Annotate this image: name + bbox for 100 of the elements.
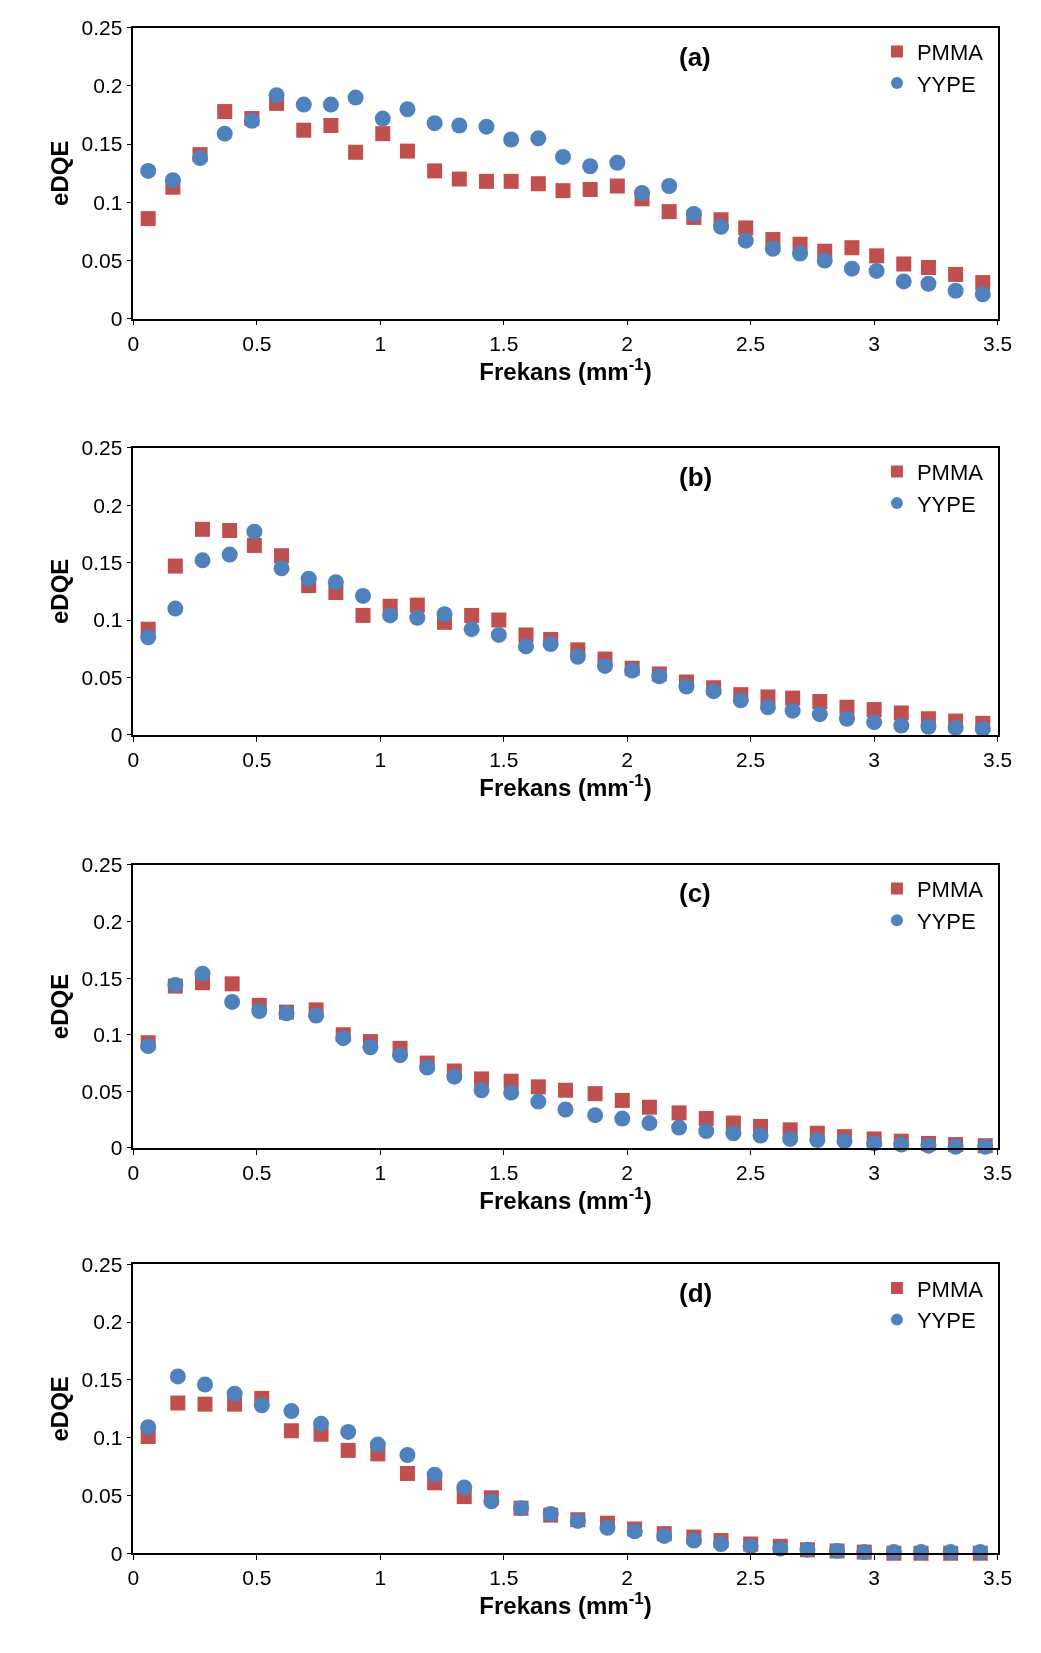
x-tick-label: 0 (127, 747, 140, 771)
point (609, 154, 626, 171)
legend-label: YYPE (916, 908, 976, 934)
point (382, 607, 399, 624)
point (369, 1436, 386, 1453)
point (463, 621, 480, 638)
annotation: (c) (679, 878, 711, 908)
point (661, 204, 677, 220)
point (196, 1376, 213, 1393)
point (451, 171, 467, 187)
y-tick-label: 0.15 (81, 966, 123, 990)
point (782, 1130, 799, 1147)
x-tick-label: 0 (127, 331, 140, 355)
point (323, 118, 339, 134)
y-tick-label: 0.15 (81, 132, 123, 156)
point (446, 1068, 463, 1085)
x-tick-label: 2.5 (736, 331, 766, 355)
point (464, 607, 480, 623)
point (555, 183, 571, 199)
point (340, 1442, 356, 1458)
x-tick-label: 2.5 (736, 747, 766, 771)
point (948, 266, 964, 282)
point (170, 1395, 186, 1411)
point (283, 1423, 299, 1439)
x-tick-label: 1.5 (489, 1160, 519, 1184)
point (893, 705, 909, 721)
y-tick-label: 0 (110, 1541, 123, 1565)
point (490, 626, 507, 643)
point (503, 1084, 520, 1101)
point (844, 240, 860, 256)
y-tick-label: 0.05 (81, 248, 123, 272)
point (140, 629, 157, 646)
y-axis-title: eDQE (46, 140, 74, 206)
point (705, 683, 722, 700)
point (426, 115, 443, 132)
y-tick-label: 0.2 (93, 74, 123, 98)
point (409, 609, 426, 626)
legend-label: YYPE (916, 1308, 976, 1334)
point (599, 1519, 616, 1536)
x-axis-title: Frekans (mm$^{-1}$) (479, 770, 652, 801)
point (392, 1047, 409, 1064)
y-axis-title: eDQE (46, 973, 74, 1040)
point (555, 148, 572, 165)
point (503, 173, 519, 189)
point (838, 710, 855, 727)
y-tick-label: 0.25 (81, 1252, 123, 1276)
x-tick-label: 3 (868, 1160, 880, 1184)
point (226, 1385, 243, 1402)
point (557, 1082, 573, 1098)
x-tick-label: 0.5 (242, 1160, 272, 1184)
point (140, 211, 156, 227)
x-tick-label: 1 (374, 1566, 387, 1590)
x-tick-label: 1.5 (489, 747, 519, 771)
point (426, 1466, 443, 1483)
point (685, 205, 702, 222)
point (167, 600, 184, 617)
point (436, 606, 453, 623)
point (920, 718, 937, 735)
y-tick-label: 0.1 (93, 608, 123, 632)
point (167, 558, 183, 574)
point (784, 702, 801, 719)
y-tick-label: 0.15 (81, 1368, 123, 1392)
point (451, 117, 468, 134)
point (251, 1002, 268, 1019)
point (868, 262, 885, 279)
point (866, 714, 883, 731)
point (300, 570, 317, 587)
point (399, 1466, 415, 1482)
x-tick-label: 2 (621, 747, 634, 771)
point (491, 612, 507, 628)
point (641, 1115, 658, 1132)
point (678, 678, 695, 695)
x-tick-label: 1 (374, 1160, 387, 1184)
point (895, 273, 912, 290)
legend-label: PMMA (916, 1276, 984, 1302)
point (222, 522, 238, 538)
point (399, 1447, 416, 1464)
point (732, 692, 749, 709)
point (478, 173, 494, 189)
annotation: (a) (679, 42, 711, 72)
point (399, 143, 415, 159)
point (140, 1419, 157, 1436)
point (296, 122, 312, 138)
point (836, 1133, 853, 1150)
point (362, 1039, 379, 1056)
point (738, 220, 754, 236)
point (164, 172, 181, 189)
y-tick-label: 0.15 (81, 550, 123, 574)
legend-label: YYPE (916, 71, 976, 97)
x-tick-label: 2 (621, 1160, 634, 1184)
point (140, 1038, 157, 1055)
point (456, 1479, 473, 1496)
point (661, 178, 678, 195)
point (671, 1105, 687, 1121)
y-tick-label: 0.05 (81, 1483, 123, 1507)
legend-label: PMMA (916, 40, 984, 66)
point (557, 1101, 574, 1118)
point (596, 657, 613, 674)
point (483, 1493, 500, 1510)
point (197, 1396, 213, 1412)
